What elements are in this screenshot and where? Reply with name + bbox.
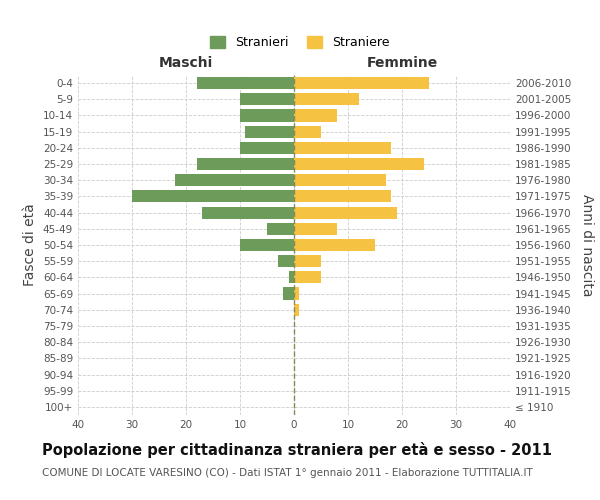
Bar <box>294 304 299 316</box>
Bar <box>294 222 337 235</box>
Bar <box>294 110 337 122</box>
Bar <box>294 142 391 154</box>
Bar <box>267 222 294 235</box>
Bar <box>202 206 294 218</box>
Bar <box>294 158 424 170</box>
Bar <box>240 142 294 154</box>
Bar <box>294 255 321 268</box>
Text: Popolazione per cittadinanza straniera per età e sesso - 2011: Popolazione per cittadinanza straniera p… <box>42 442 552 458</box>
Bar <box>240 93 294 106</box>
Y-axis label: Fasce di età: Fasce di età <box>23 204 37 286</box>
Bar <box>278 255 294 268</box>
Bar <box>197 158 294 170</box>
Bar <box>294 272 321 283</box>
Bar <box>294 174 386 186</box>
Bar <box>294 206 397 218</box>
Bar <box>294 288 299 300</box>
Bar <box>175 174 294 186</box>
Text: Maschi: Maschi <box>159 56 213 70</box>
Bar <box>294 239 375 251</box>
Bar <box>283 288 294 300</box>
Text: COMUNE DI LOCATE VARESINO (CO) - Dati ISTAT 1° gennaio 2011 - Elaborazione TUTTI: COMUNE DI LOCATE VARESINO (CO) - Dati IS… <box>42 468 533 477</box>
Legend: Stranieri, Straniere: Stranieri, Straniere <box>205 31 395 54</box>
Text: Femmine: Femmine <box>367 56 437 70</box>
Bar <box>294 93 359 106</box>
Y-axis label: Anni di nascita: Anni di nascita <box>580 194 594 296</box>
Bar <box>240 239 294 251</box>
Bar <box>294 190 391 202</box>
Bar <box>289 272 294 283</box>
Bar <box>240 110 294 122</box>
Bar <box>245 126 294 138</box>
Bar <box>132 190 294 202</box>
Bar <box>197 77 294 89</box>
Bar <box>294 77 429 89</box>
Bar <box>294 126 321 138</box>
